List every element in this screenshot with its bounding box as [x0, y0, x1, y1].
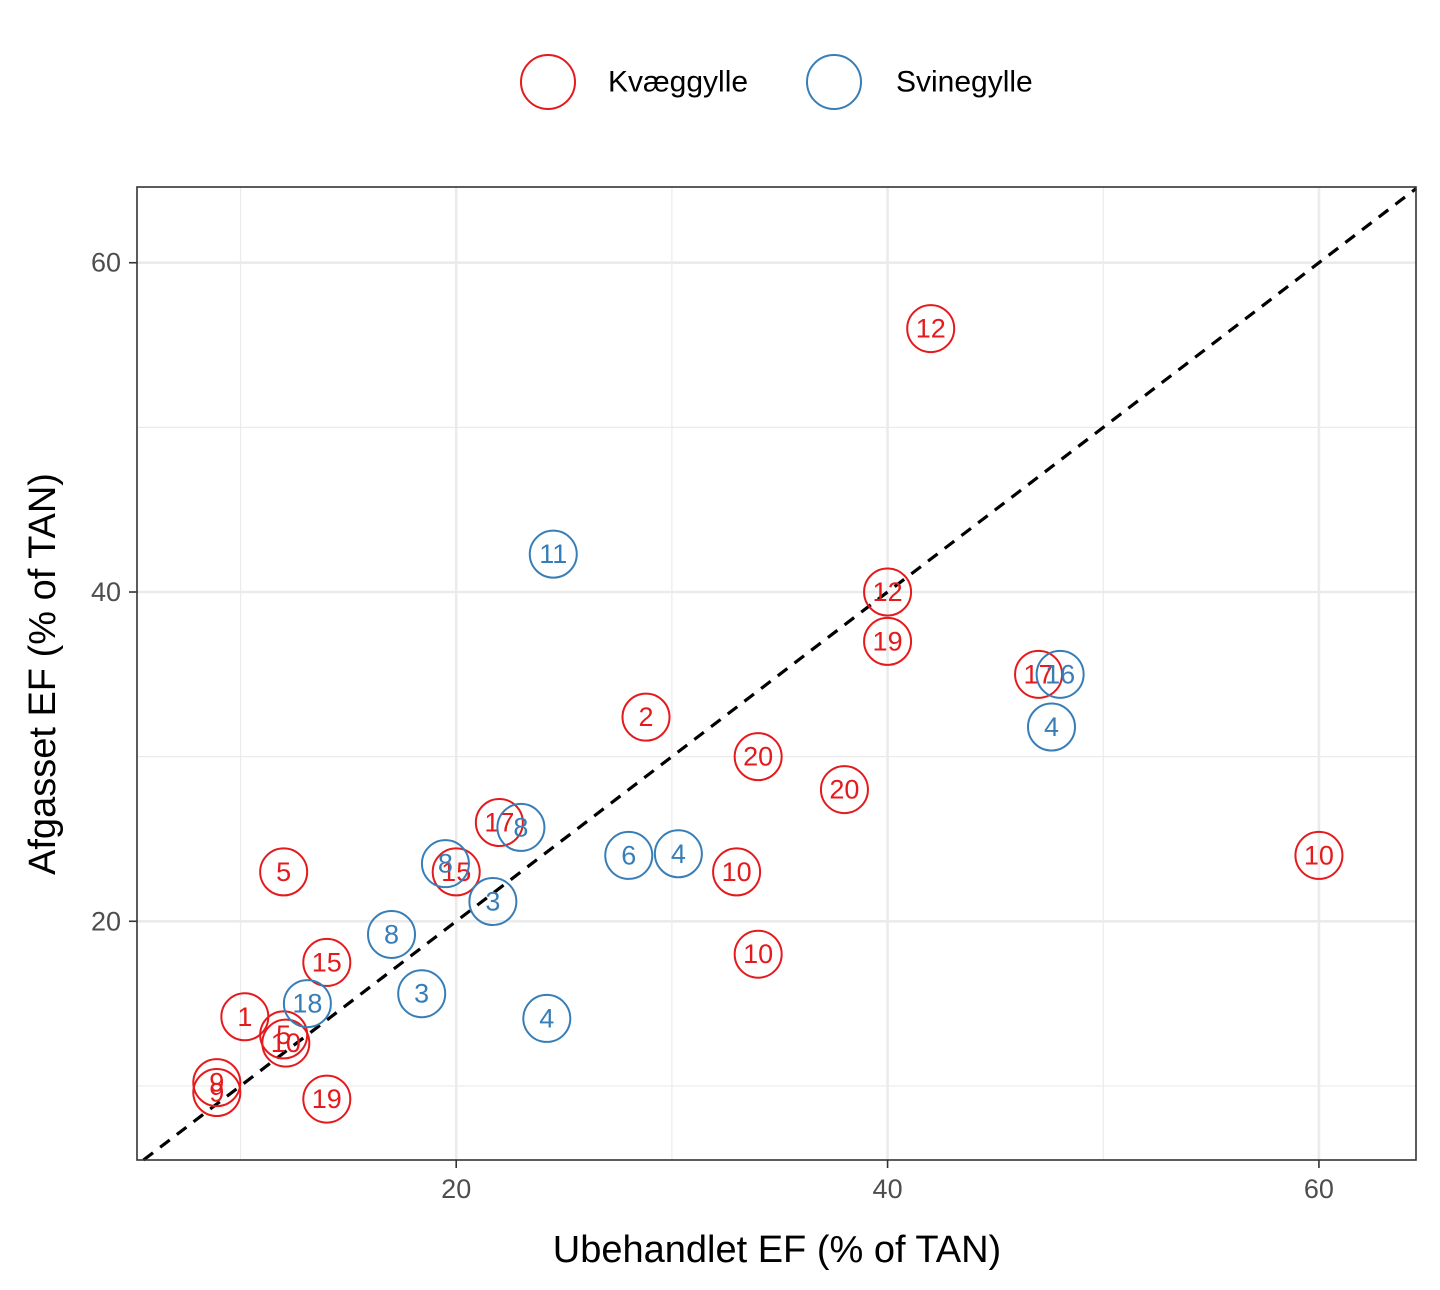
reference-line-y-equals-x — [142, 187, 1417, 1162]
data-point-marker — [282, 979, 332, 1029]
data-point-label: 3 — [485, 887, 500, 917]
data-point-label: 19 — [312, 1084, 342, 1114]
data-point-label: 15 — [312, 947, 342, 977]
x-tick-label: 60 — [1304, 1174, 1334, 1204]
data-point-label: 10 — [722, 857, 752, 887]
data-point-label: 8 — [513, 812, 528, 842]
data-point-marker — [653, 829, 703, 879]
data-point-label: 16 — [1045, 659, 1075, 689]
legend-label-1: Svinegylle — [896, 66, 1033, 99]
data-point-marker — [259, 847, 309, 897]
data-point-label: 8 — [438, 849, 453, 879]
data-point-label: 20 — [743, 742, 773, 772]
data-point-marker — [431, 847, 481, 897]
data-point-marker — [367, 909, 417, 959]
data-point-label: 18 — [292, 989, 322, 1019]
data-point-marker — [1035, 649, 1085, 699]
data-point-label: 9 — [209, 1077, 224, 1107]
x-axis: 20 40 60 — [441, 1160, 1334, 1204]
data-point-label: 4 — [671, 839, 686, 869]
y-axis: 20 40 60 — [91, 248, 137, 936]
data-point-marker — [1026, 702, 1076, 752]
data-point-marker — [621, 692, 671, 742]
legend-key-1 — [806, 54, 862, 110]
y-tick-label: 20 — [91, 906, 121, 936]
data-point-marker — [819, 765, 869, 815]
data-point-marker — [1294, 830, 1344, 880]
legend: Kvæggylle Svinegylle — [520, 54, 1033, 110]
data-point-label: 10 — [743, 939, 773, 969]
data-point-marker — [604, 830, 654, 880]
data-point-label: 10 — [1304, 840, 1334, 870]
y-tick-label: 40 — [91, 577, 121, 607]
data-point-label: 20 — [829, 775, 859, 805]
data-point-marker — [420, 839, 470, 889]
data-point-marker — [468, 877, 518, 927]
data-point-label: 4 — [1044, 712, 1059, 742]
data-point-marker — [733, 929, 783, 979]
data-point-marker — [522, 993, 572, 1043]
x-tick-label: 20 — [441, 1174, 471, 1204]
data-point-marker — [302, 1074, 352, 1124]
data-point-marker — [863, 567, 913, 617]
data-point-marker — [863, 616, 913, 666]
x-axis-title: Ubehandlet EF (% of TAN) — [553, 1229, 1001, 1271]
y-axis-title: Afgasset EF (% of TAN) — [22, 473, 64, 875]
legend-label-0: Kvæggylle — [608, 66, 748, 99]
data-point-label: 9 — [209, 1068, 224, 1098]
data-point-marker — [397, 969, 447, 1019]
reference-line-layer — [142, 187, 1417, 1162]
data-point-marker — [712, 847, 762, 897]
data-point-marker — [906, 304, 956, 354]
data-point-label: 11 — [539, 539, 567, 569]
data-point-label: 3 — [414, 979, 429, 1009]
data-point-label: 12 — [873, 577, 903, 607]
data-point-label: 10 — [271, 1028, 301, 1058]
data-point-marker — [192, 1067, 242, 1117]
data-point-label: 5 — [276, 1020, 291, 1050]
data-point-label: 4 — [539, 1003, 554, 1033]
y-tick-label: 60 — [91, 248, 121, 278]
data-point-label: 8 — [384, 919, 399, 949]
data-point-marker — [496, 802, 546, 852]
data-point-label: 15 — [441, 857, 471, 887]
data-point-marker — [733, 732, 783, 782]
data-point-label: 12 — [916, 314, 946, 344]
panel-background — [137, 187, 1416, 1160]
data-point-label: 5 — [276, 857, 291, 887]
data-point-marker — [474, 797, 524, 847]
legend-key-0 — [520, 54, 576, 110]
data-point-label: 1 — [237, 1002, 252, 1032]
grid-minor — [137, 187, 1416, 1160]
grid-major — [137, 187, 1416, 1160]
data-point-marker — [261, 1018, 311, 1068]
x-tick-label: 40 — [873, 1174, 903, 1204]
data-point-label: 17 — [484, 807, 514, 837]
data-point-marker — [192, 1058, 242, 1108]
data-point-label: 2 — [638, 702, 653, 732]
data-point-marker — [528, 529, 578, 579]
panel-border — [136, 186, 1417, 1161]
data-point-marker — [1014, 649, 1064, 699]
data-point-label: 19 — [873, 626, 903, 656]
data-point-marker — [302, 937, 352, 987]
data-point-label: 6 — [621, 840, 636, 870]
